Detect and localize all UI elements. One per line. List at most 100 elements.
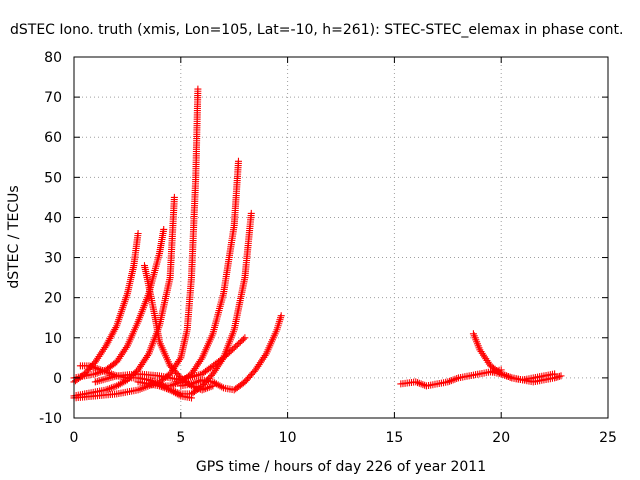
data-point	[115, 354, 123, 362]
data-point	[241, 334, 249, 342]
data-point	[107, 384, 115, 392]
data-point	[161, 384, 169, 392]
data-point	[193, 361, 201, 369]
data-point	[247, 209, 255, 217]
data-point	[211, 366, 219, 374]
data-point	[202, 385, 210, 393]
data-point	[187, 380, 195, 388]
y-axis-label: dSTEC / TECUs	[6, 185, 22, 288]
tick-layer: 0 5 10 15 20 25 -10 0 10 20 30 40 50 60 70 80	[39, 50, 617, 446]
data-point	[444, 378, 452, 386]
data-point	[277, 312, 285, 320]
data-point	[170, 387, 178, 395]
data-point	[214, 381, 222, 389]
y-tick-label: 0	[53, 371, 62, 387]
data-point	[93, 356, 101, 364]
data-point	[95, 365, 103, 373]
data-point	[97, 349, 105, 357]
data-point	[114, 356, 122, 364]
data-point	[141, 355, 149, 363]
data-point	[170, 381, 178, 389]
data-point	[119, 349, 127, 357]
data-point	[216, 382, 224, 390]
data-point	[142, 353, 150, 361]
data-point	[234, 157, 242, 165]
data-point	[96, 351, 104, 359]
data-point	[134, 229, 142, 237]
data-point	[97, 366, 105, 374]
data-point	[209, 378, 217, 386]
data-point	[95, 352, 103, 360]
y-tick-label: 20	[44, 291, 62, 307]
x-tick-label: 25	[599, 430, 617, 446]
data-point	[482, 355, 490, 363]
data-point	[499, 371, 507, 379]
data-point	[497, 370, 505, 378]
data-point	[209, 370, 217, 378]
data-point	[93, 365, 101, 373]
data-point	[163, 385, 171, 393]
data-point	[191, 379, 199, 387]
data-point	[166, 386, 174, 394]
data-point	[210, 368, 218, 376]
data-point	[479, 351, 487, 359]
data-point	[191, 365, 199, 373]
data-point	[175, 389, 183, 397]
data-point	[478, 349, 486, 357]
data-point	[256, 359, 264, 367]
data-point	[140, 357, 148, 365]
data-point	[446, 377, 454, 385]
data-point	[173, 389, 181, 397]
data-point	[189, 379, 197, 387]
data-point	[160, 225, 168, 233]
data-point	[98, 367, 106, 375]
data-point	[113, 358, 121, 366]
data-point	[419, 381, 427, 389]
data-series	[134, 157, 242, 390]
data-point	[117, 351, 125, 359]
data-point	[551, 370, 559, 378]
data-point	[476, 346, 484, 354]
data-point	[257, 357, 265, 365]
data-point	[205, 383, 213, 391]
y-tick-label: 50	[44, 170, 62, 186]
data-series	[91, 334, 249, 386]
data-point	[116, 352, 124, 360]
y-tick-label: 30	[44, 251, 62, 267]
data-point	[196, 357, 204, 365]
data-point	[120, 378, 128, 386]
y-tick-label: 80	[44, 50, 62, 66]
data-point	[194, 85, 202, 93]
y-tick-label: 70	[44, 90, 62, 106]
data-point	[170, 193, 178, 201]
data-point	[204, 384, 211, 392]
data-series	[70, 225, 168, 382]
data-point	[104, 369, 112, 377]
data-point	[417, 380, 425, 388]
data-point	[106, 385, 114, 393]
data-series	[487, 368, 559, 384]
data-point	[118, 379, 126, 387]
data-point	[159, 383, 167, 391]
data-point	[176, 356, 184, 364]
data-point	[102, 368, 110, 376]
data-point	[98, 347, 106, 355]
data-point	[171, 388, 179, 396]
data-point	[477, 348, 485, 356]
data-point	[192, 363, 200, 371]
data-point	[100, 345, 108, 353]
data-point	[484, 358, 492, 366]
x-tick-label: 5	[176, 430, 185, 446]
data-point	[157, 383, 165, 391]
data-series	[177, 312, 285, 394]
data-point	[483, 357, 491, 365]
data-point	[101, 344, 109, 352]
x-tick-label: 10	[279, 430, 297, 446]
data-point	[557, 372, 565, 380]
data-point	[260, 353, 268, 361]
data-point	[195, 377, 203, 385]
y-tick-label: 10	[44, 331, 62, 347]
data-point	[168, 387, 176, 395]
data-point	[171, 380, 179, 388]
